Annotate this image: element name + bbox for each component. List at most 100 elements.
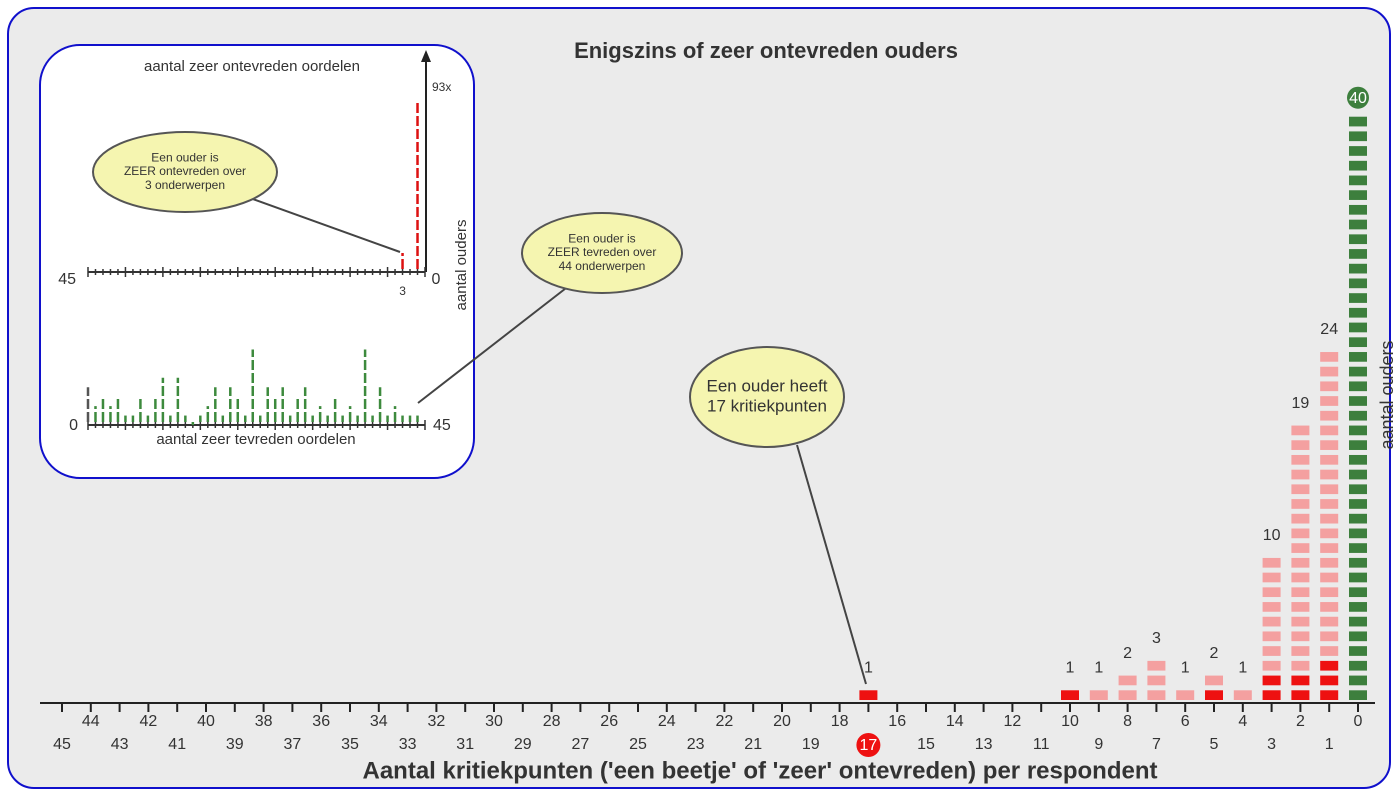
bar-segment <box>1147 660 1166 700</box>
x-tick-label: 33 <box>399 736 417 753</box>
unit-square <box>1349 410 1367 421</box>
unit-square <box>1291 587 1310 598</box>
unit-square <box>1320 381 1339 392</box>
x-tick-label: 36 <box>312 713 330 730</box>
unit-square <box>1349 602 1367 612</box>
tick-highlight <box>856 733 881 757</box>
unit-square <box>1291 631 1310 642</box>
bar-segment <box>1118 675 1137 700</box>
unit-square <box>1291 646 1310 656</box>
bar-segment <box>1320 352 1339 656</box>
callout-line <box>249 197 401 253</box>
unit-square <box>1291 572 1310 583</box>
unit-square <box>1262 616 1281 627</box>
unit-square <box>1291 675 1310 686</box>
unit-square <box>1262 690 1281 700</box>
callout-text: Een ouder is <box>151 150 218 164</box>
unit-square <box>1291 513 1310 524</box>
unit-square <box>1320 690 1339 700</box>
x-tick-label: 42 <box>140 713 158 730</box>
unit-square <box>1349 131 1367 142</box>
unit-square <box>1349 660 1367 671</box>
unit-square <box>1349 513 1367 524</box>
x-tick-label: 18 <box>831 713 849 730</box>
unit-square <box>1291 528 1310 539</box>
x-tick-label: 7 <box>1152 736 1161 753</box>
unit-square <box>1262 572 1281 583</box>
unit-square <box>1147 660 1166 671</box>
unit-square <box>1349 146 1367 156</box>
x-tick-label: 34 <box>370 713 388 730</box>
x-tick-label: 29 <box>514 736 532 753</box>
arrow-head <box>421 50 431 62</box>
unit-square <box>1262 557 1281 568</box>
x-tick-label: 11 <box>1033 736 1050 753</box>
unit-square <box>1349 234 1367 245</box>
x-tick-label: 37 <box>284 736 302 753</box>
callout-bubble <box>92 131 278 213</box>
x-tick-label: 8 <box>1123 713 1132 730</box>
inset-tick-label: 3 <box>399 284 406 298</box>
unit-square <box>1320 646 1339 656</box>
unit-square <box>1320 410 1339 421</box>
unit-square <box>1320 425 1339 436</box>
bar-segment <box>1176 690 1195 700</box>
unit-square <box>1349 484 1367 495</box>
unit-square <box>1349 366 1367 377</box>
unit-square <box>1291 543 1310 553</box>
unit-square <box>1349 278 1367 289</box>
x-tick-label: 23 <box>687 736 705 753</box>
unit-square <box>1320 366 1339 377</box>
unit-square <box>1349 690 1367 700</box>
unit-square <box>1349 440 1367 450</box>
unit-square <box>1291 469 1310 480</box>
x-tick-label: 38 <box>255 713 273 730</box>
unit-square <box>1349 160 1367 171</box>
x-tick-label: 40 <box>197 713 215 730</box>
x-tick-label: 15 <box>917 736 935 753</box>
unit-square <box>1147 675 1166 686</box>
unit-square <box>1349 616 1367 627</box>
unit-square <box>1291 499 1310 509</box>
unit-square <box>859 690 878 700</box>
unit-square <box>1291 557 1310 568</box>
unit-square <box>1320 660 1339 671</box>
x-tick-label: 26 <box>600 713 618 730</box>
unit-square <box>1233 690 1252 700</box>
callout-bubble <box>521 212 683 294</box>
unit-square <box>1262 587 1281 598</box>
y-axis-label: aantal ouders <box>1377 340 1397 449</box>
bar-segment <box>1233 690 1252 700</box>
bar-segment <box>1291 425 1310 671</box>
unit-square <box>1320 572 1339 583</box>
unit-square <box>1349 557 1367 568</box>
x-tick-label: 5 <box>1210 736 1219 753</box>
unit-square <box>1320 484 1339 495</box>
unit-square <box>1320 602 1339 612</box>
unit-square <box>1349 204 1367 215</box>
unit-square <box>1349 543 1367 553</box>
x-tick-label: 0 <box>1354 713 1363 730</box>
unit-square <box>1320 675 1339 686</box>
bar-segment <box>1262 557 1281 671</box>
unit-square <box>1291 454 1310 465</box>
x-tick-label: 12 <box>1004 713 1022 730</box>
total-label: 40 <box>1349 90 1367 107</box>
unit-square <box>1349 322 1367 333</box>
unit-square <box>1320 352 1339 362</box>
x-tick-label: 13 <box>975 736 993 753</box>
total-label: 10 <box>1263 527 1281 544</box>
unit-square <box>1262 602 1281 612</box>
x-tick-label: 32 <box>428 713 446 730</box>
unit-square <box>1349 587 1367 598</box>
unit-square <box>1349 528 1367 539</box>
unit-square <box>1320 587 1339 598</box>
callout-text: Een ouder heeft <box>707 377 828 396</box>
callout-line <box>417 284 571 404</box>
bar-segment <box>1205 675 1223 686</box>
total-label: 1 <box>864 660 873 677</box>
unit-square <box>1320 396 1339 406</box>
unit-square <box>1349 293 1367 303</box>
unit-square <box>1320 543 1339 553</box>
